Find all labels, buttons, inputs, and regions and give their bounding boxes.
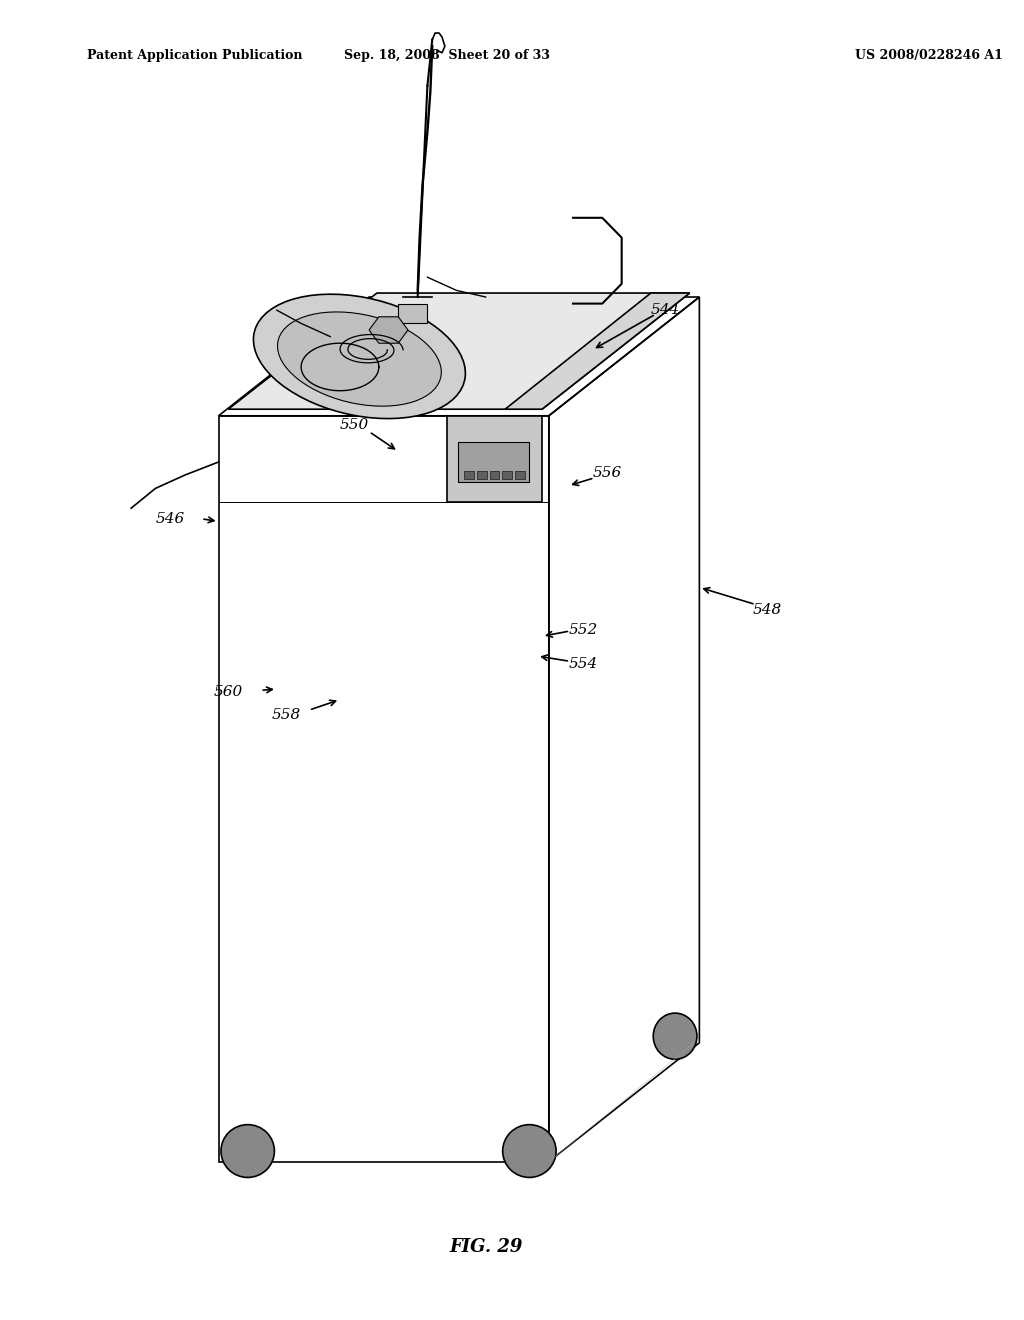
Polygon shape — [477, 471, 486, 479]
Ellipse shape — [253, 294, 465, 418]
Polygon shape — [464, 471, 474, 479]
Polygon shape — [515, 471, 524, 479]
Text: 554: 554 — [568, 657, 597, 671]
Text: FIG. 29: FIG. 29 — [449, 1238, 522, 1257]
Text: 544: 544 — [651, 304, 680, 317]
Polygon shape — [398, 304, 427, 323]
Text: 546: 546 — [156, 512, 184, 525]
Ellipse shape — [653, 1014, 697, 1059]
Text: 550: 550 — [340, 418, 370, 432]
Ellipse shape — [278, 312, 441, 407]
Polygon shape — [228, 293, 689, 409]
Text: 548: 548 — [753, 603, 782, 616]
Polygon shape — [459, 442, 529, 482]
Ellipse shape — [221, 1125, 274, 1177]
Polygon shape — [369, 317, 408, 343]
Polygon shape — [502, 471, 512, 479]
Ellipse shape — [503, 1125, 556, 1177]
Polygon shape — [489, 471, 500, 479]
Text: 552: 552 — [568, 623, 597, 636]
Text: 558: 558 — [272, 709, 301, 722]
Text: Patent Application Publication: Patent Application Publication — [87, 49, 303, 62]
Text: 556: 556 — [593, 466, 622, 479]
Text: Sep. 18, 2008  Sheet 20 of 33: Sep. 18, 2008 Sheet 20 of 33 — [344, 49, 550, 62]
Polygon shape — [446, 416, 542, 502]
Text: US 2008/0228246 A1: US 2008/0228246 A1 — [855, 49, 1002, 62]
Polygon shape — [505, 293, 689, 409]
Text: 560: 560 — [214, 685, 243, 698]
